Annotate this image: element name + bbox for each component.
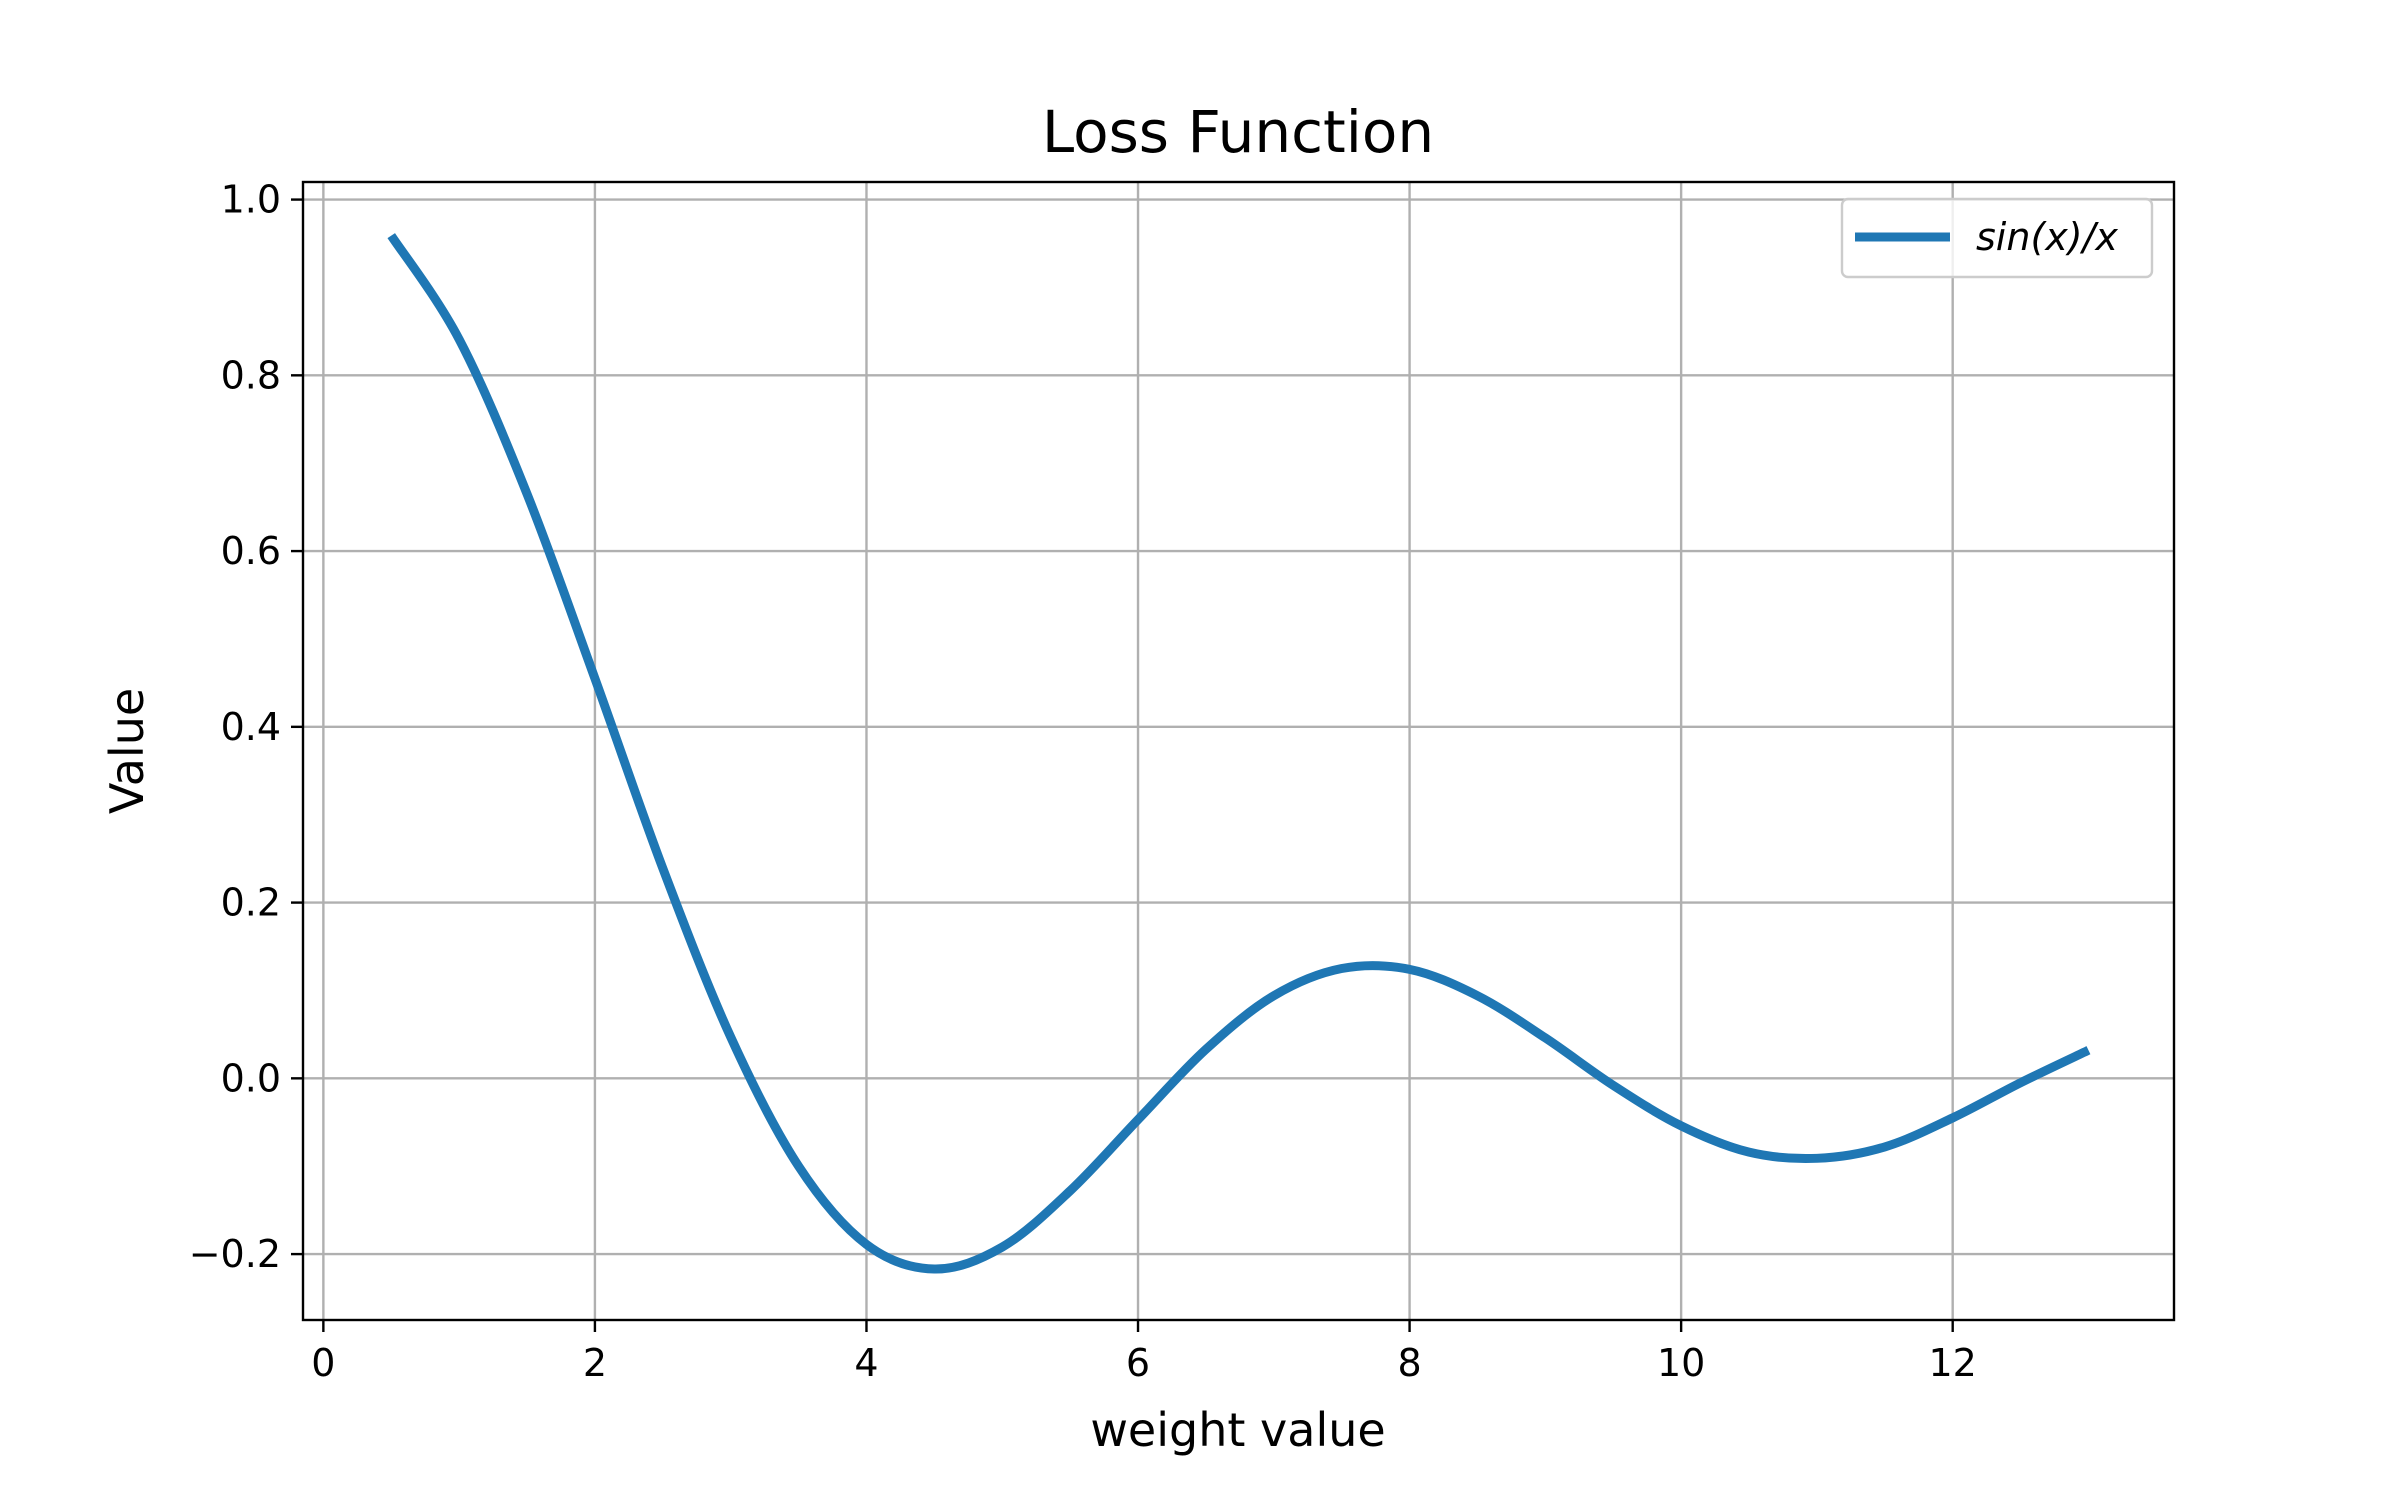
legend-label: sin(x)/x: [1976, 215, 2118, 259]
series-line-0: [387, 233, 2091, 1274]
y-tick-label: 1.0: [221, 178, 281, 222]
x-tick-label: 12: [1929, 1341, 1977, 1385]
y-tick-label: 0.6: [221, 529, 281, 573]
chart-title: Loss Function: [1042, 98, 1434, 166]
y-axis-label: Value: [100, 688, 154, 814]
x-axis-label: weight value: [1090, 1403, 1385, 1457]
axis-ticks: 0 2 4 6 8 10 12 −0.2 0.0 0.2 0.4 0.6 0.8 1.0: [189, 178, 1977, 1385]
plot-frame: [301, 180, 2176, 1322]
x-tick-label: 2: [583, 1341, 607, 1385]
y-tick-label: 0.2: [221, 881, 281, 925]
y-tick-label: 0.4: [221, 705, 281, 749]
x-tick-label: 0: [311, 1341, 335, 1385]
y-tick-label: −0.2: [189, 1232, 281, 1276]
legend-box: [1840, 197, 2154, 279]
y-tick-label: 0.0: [221, 1056, 281, 1100]
x-tick-label: 6: [1126, 1341, 1150, 1385]
x-tick-label: 8: [1397, 1341, 1421, 1385]
series-layer: [387, 233, 2091, 1274]
legend: sin(x)/x: [1840, 197, 2154, 279]
y-tick-label: 0.8: [221, 353, 281, 397]
grid-lines: [303, 182, 2174, 1320]
x-tick-label: 10: [1657, 1341, 1705, 1385]
x-tick-label: 4: [854, 1341, 878, 1385]
